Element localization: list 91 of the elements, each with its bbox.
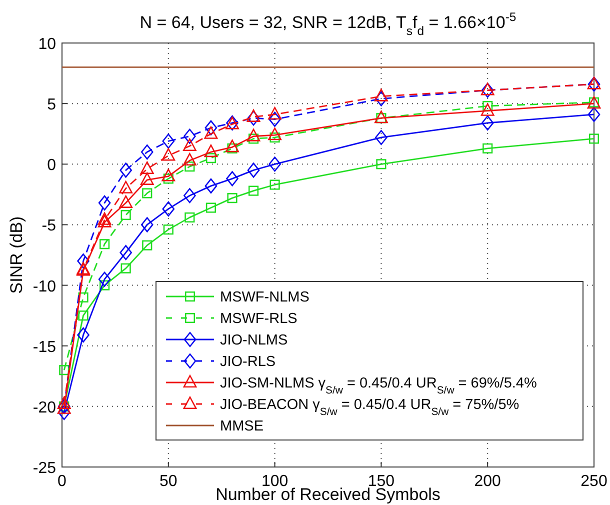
point [375,91,388,106]
point [58,404,70,420]
y-tick-label: -5 [42,218,56,235]
point [481,82,494,98]
point [119,195,133,208]
point [226,140,239,152]
point [480,82,494,96]
point [182,138,196,152]
legend-label: MSWF-RLS [220,311,298,327]
legend-label: MMSE [220,418,264,434]
point [246,109,260,122]
point [376,159,386,170]
point [204,144,218,158]
y-tick-label: 10 [38,36,56,53]
legend-label: JIO-NLMS [220,332,288,348]
point [98,214,112,228]
y-tick-label: -20 [32,399,56,416]
point [588,134,600,144]
point [162,201,175,216]
point [140,144,154,160]
point [162,168,176,182]
point [142,240,152,250]
legend-label: JIO-BEACON γ$_{S/w}$ = 0.45/0.4 UR$_{S/w}$ = 75%/5% [220,397,520,418]
point [268,112,281,127]
point [588,76,600,92]
point [247,162,260,178]
legend-label: JIO-SM-NLMS γ$_{S/w}$ = 0.45/0.4 UR$_{S/w}$ = 69%/5.4% [220,376,537,396]
point [98,212,112,225]
point [98,195,111,210]
point [120,162,132,178]
point [374,110,388,124]
point [374,88,388,102]
point [162,148,176,161]
point [57,396,71,410]
point [227,193,238,204]
point [184,212,195,222]
x-tick-label: 50 [160,473,178,490]
point [120,263,131,274]
point [77,327,90,342]
y-tick-label: -10 [32,278,56,296]
x-tick-label: 200 [474,473,502,490]
point [184,162,195,172]
point [78,292,88,302]
y-tick-label: -25 [32,460,56,477]
point [588,106,600,122]
point [98,272,111,287]
point [120,210,131,220]
x-tick-label: 0 [58,473,67,490]
point [100,280,110,290]
legend-label: JIO-RLS [220,354,276,370]
point [206,153,216,164]
point [247,110,260,126]
point [268,106,282,120]
point [482,143,493,154]
point [119,180,133,194]
point [140,217,154,232]
chart-title: N = 64, Users = 32, SNR = 12dB, T$_{s}$f$_{d}$ = 1.66×10$^{-5}$ [140,10,516,38]
point [480,103,494,116]
point [140,161,154,174]
point [140,172,154,185]
point [182,152,196,166]
point [77,254,90,269]
point [246,128,260,142]
legend-label: MSWF-NLMS [220,290,310,306]
point [57,401,71,414]
y-tick-label: -15 [32,338,56,356]
point [163,224,174,235]
x-tick-label: 250 [580,473,608,490]
point [204,178,218,194]
point [142,188,152,198]
point [184,188,196,204]
point [204,126,218,139]
point [226,171,238,186]
point [184,128,196,144]
y-tick-label: 5 [47,96,56,114]
point [268,156,281,172]
point [248,186,259,196]
point [162,134,175,149]
point [587,76,601,90]
y-tick-label: 0 [47,157,56,174]
point [59,365,70,376]
point [78,310,88,321]
point [206,202,216,213]
y-axis-title: SINR (dB) [7,216,26,294]
point [481,115,494,130]
point [270,180,280,190]
point [268,128,282,140]
point [100,239,110,250]
point [120,245,132,260]
point [375,130,388,146]
point [204,120,218,136]
